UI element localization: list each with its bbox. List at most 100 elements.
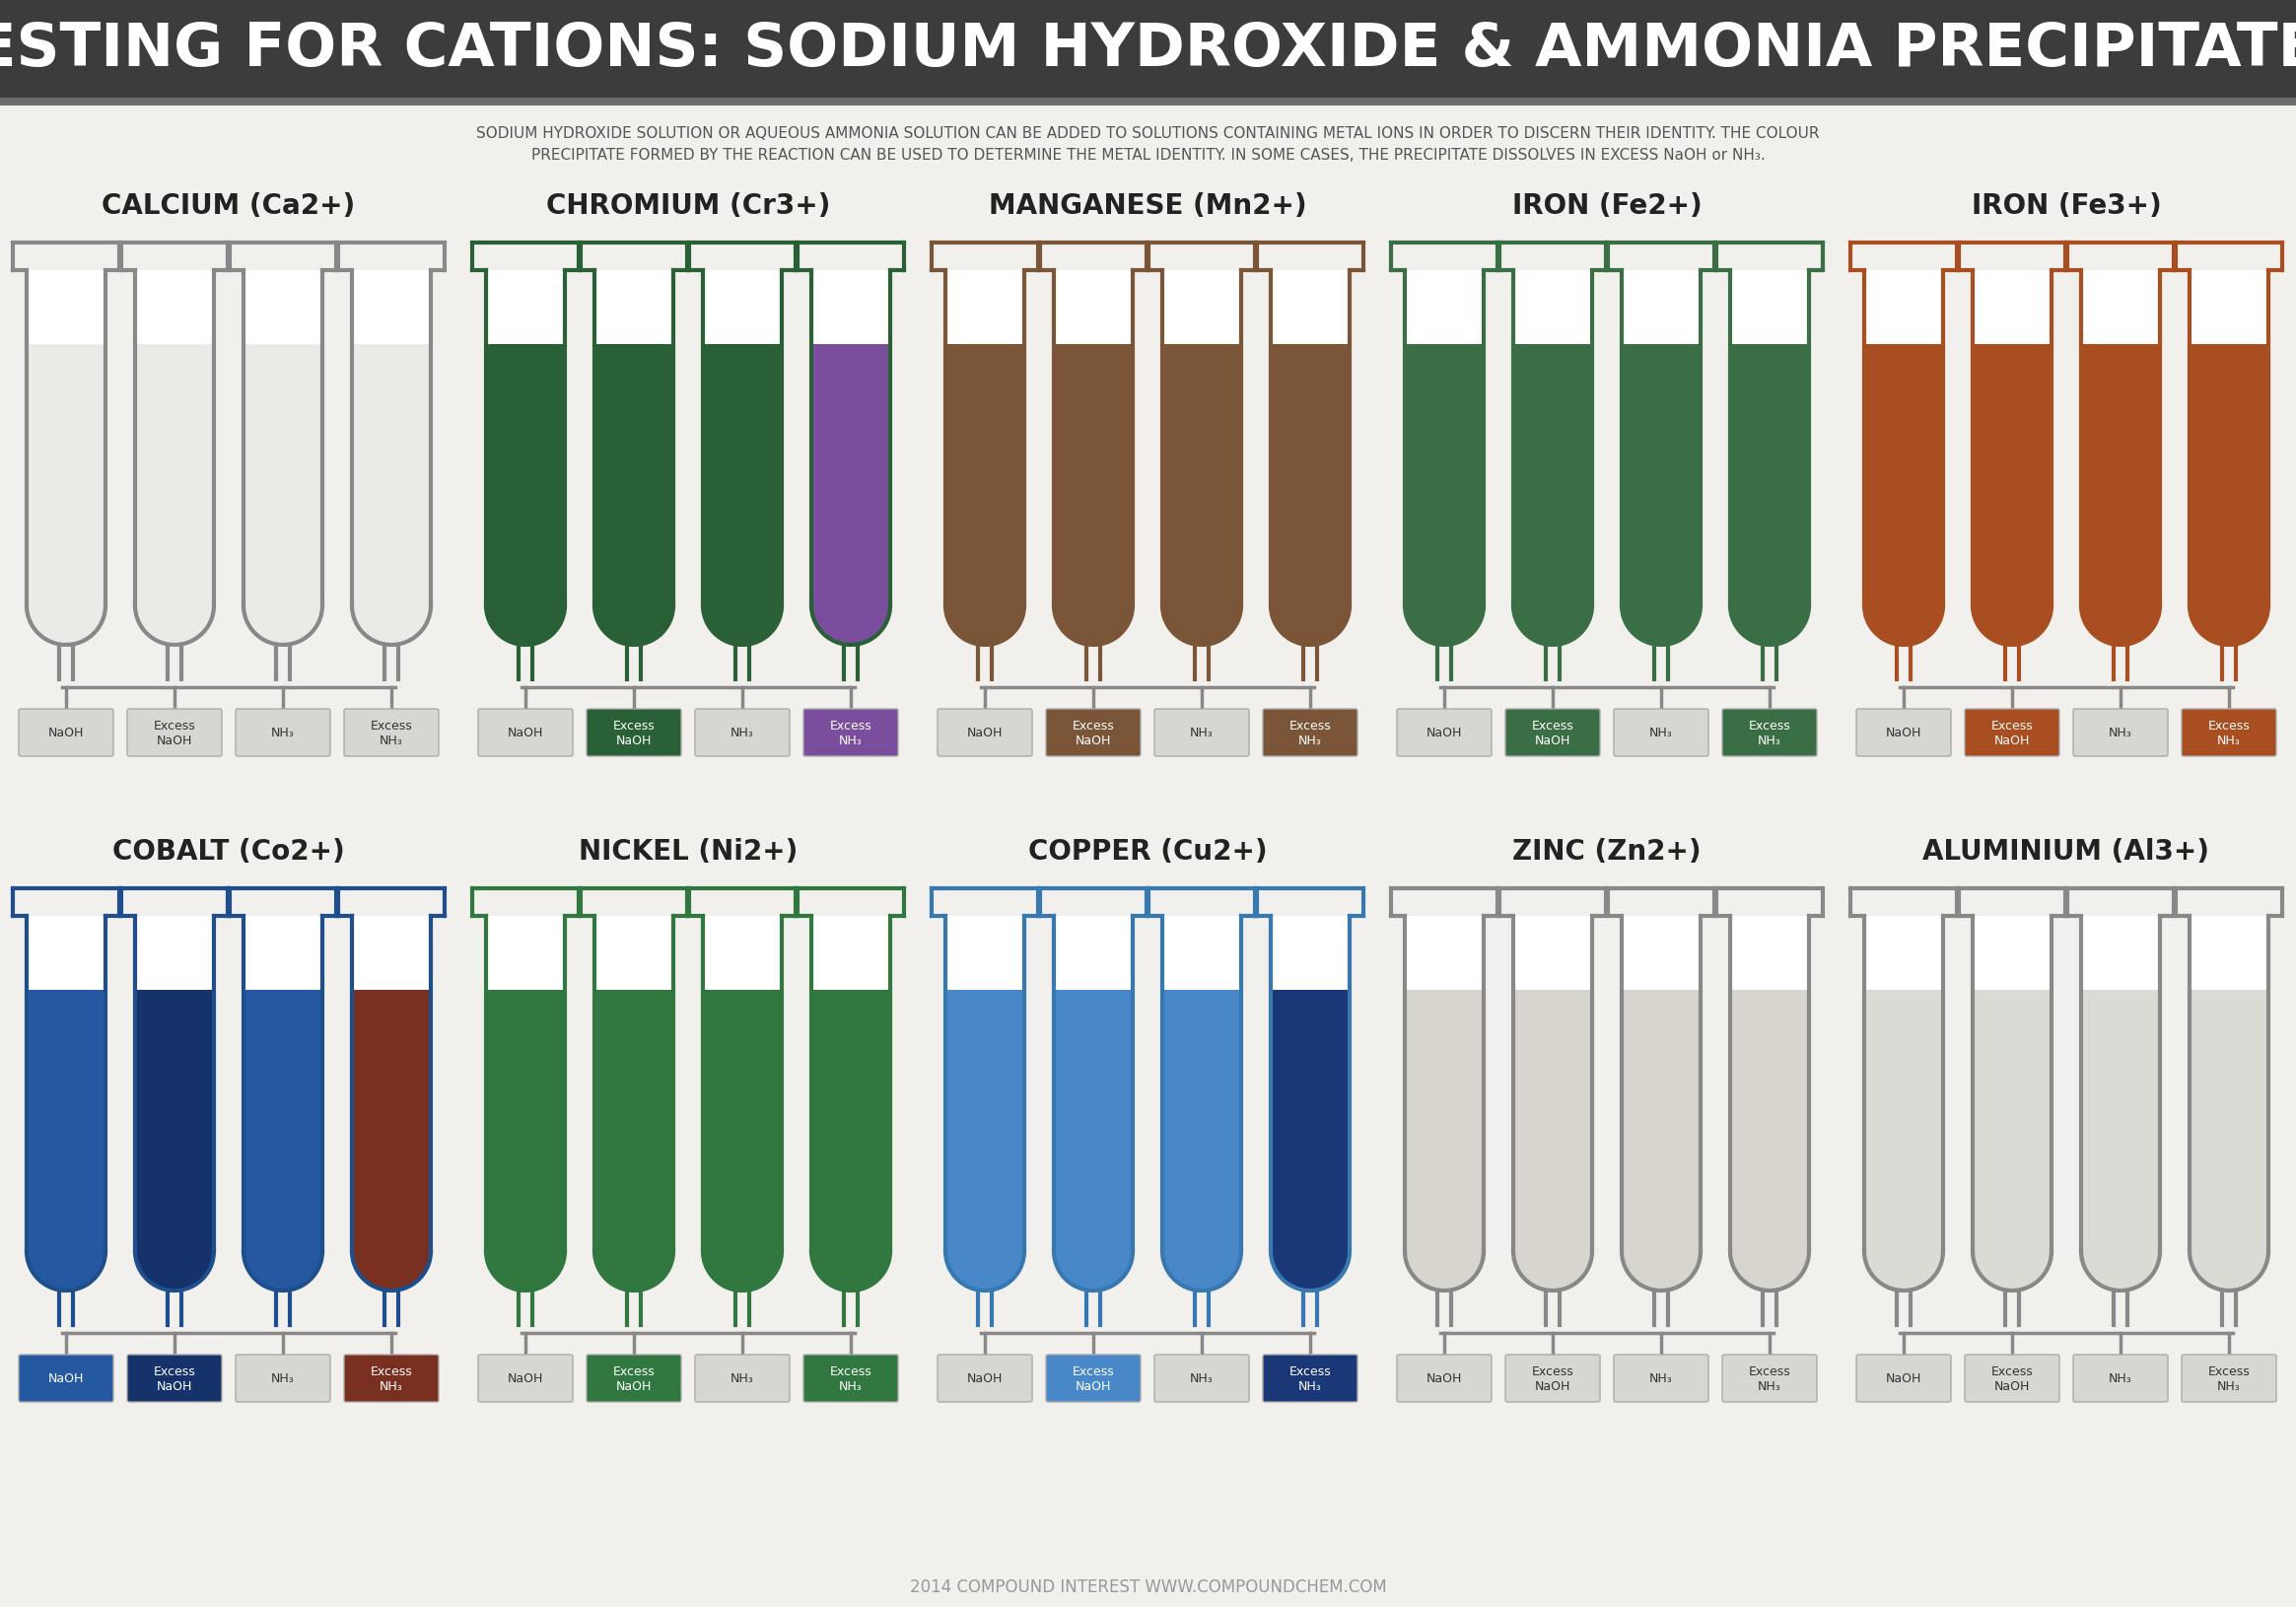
Text: Excess: Excess	[1991, 1364, 2034, 1377]
Polygon shape	[1513, 606, 1591, 646]
Text: Excess: Excess	[829, 718, 872, 731]
FancyBboxPatch shape	[1722, 1355, 1816, 1401]
FancyBboxPatch shape	[1715, 243, 1823, 272]
Text: NaOH: NaOH	[1534, 1380, 1570, 1393]
Text: NH₃: NH₃	[1759, 1380, 1782, 1393]
Polygon shape	[2080, 606, 2161, 646]
FancyBboxPatch shape	[2181, 709, 2275, 757]
FancyBboxPatch shape	[1040, 889, 1148, 916]
Polygon shape	[2080, 1252, 2161, 1290]
Text: NaOH: NaOH	[1995, 734, 2030, 747]
FancyBboxPatch shape	[1047, 1355, 1141, 1401]
FancyBboxPatch shape	[243, 344, 321, 606]
FancyBboxPatch shape	[478, 1355, 572, 1401]
FancyBboxPatch shape	[581, 889, 687, 916]
FancyBboxPatch shape	[1040, 243, 1148, 272]
FancyBboxPatch shape	[595, 272, 673, 606]
Text: NH₃: NH₃	[1300, 1380, 1322, 1393]
Text: Excess: Excess	[829, 1364, 872, 1377]
Polygon shape	[946, 606, 1024, 646]
FancyBboxPatch shape	[1851, 243, 1956, 272]
Polygon shape	[703, 606, 781, 646]
Polygon shape	[1405, 606, 1483, 646]
FancyBboxPatch shape	[1054, 272, 1132, 606]
Polygon shape	[2190, 606, 2268, 646]
Polygon shape	[595, 606, 673, 646]
FancyBboxPatch shape	[1513, 990, 1591, 1252]
Text: Excess: Excess	[613, 718, 654, 731]
Polygon shape	[1162, 606, 1242, 646]
FancyBboxPatch shape	[703, 916, 781, 1252]
Text: NICKEL (Ni2+): NICKEL (Ni2+)	[579, 837, 797, 865]
FancyBboxPatch shape	[1864, 344, 1942, 606]
FancyBboxPatch shape	[1162, 272, 1242, 606]
FancyBboxPatch shape	[135, 272, 214, 606]
FancyBboxPatch shape	[1155, 709, 1249, 757]
Text: 2014 COMPOUND INTEREST WWW.COMPOUNDCHEM.COM: 2014 COMPOUND INTEREST WWW.COMPOUNDCHEM.…	[909, 1578, 1387, 1596]
Polygon shape	[135, 1252, 214, 1290]
FancyBboxPatch shape	[1396, 1355, 1492, 1401]
Polygon shape	[351, 1252, 432, 1290]
FancyBboxPatch shape	[2080, 272, 2161, 606]
FancyBboxPatch shape	[946, 990, 1024, 1252]
Text: Excess: Excess	[1531, 718, 1573, 731]
Text: ALUMINIUM (Al3+): ALUMINIUM (Al3+)	[1922, 837, 2209, 865]
FancyBboxPatch shape	[1965, 1355, 2060, 1401]
FancyBboxPatch shape	[2080, 344, 2161, 606]
Polygon shape	[1270, 1252, 1350, 1290]
Text: NaOH: NaOH	[1534, 734, 1570, 747]
Text: Excess: Excess	[2209, 1364, 2250, 1377]
FancyBboxPatch shape	[351, 344, 432, 606]
FancyBboxPatch shape	[1731, 990, 1809, 1252]
Text: NH₃: NH₃	[379, 734, 404, 747]
Polygon shape	[595, 1252, 673, 1290]
Polygon shape	[135, 1252, 214, 1290]
FancyBboxPatch shape	[1958, 243, 2066, 272]
FancyBboxPatch shape	[135, 344, 214, 606]
FancyBboxPatch shape	[937, 1355, 1033, 1401]
Polygon shape	[1864, 606, 1942, 646]
Text: NH₃: NH₃	[379, 1380, 404, 1393]
FancyBboxPatch shape	[1864, 272, 1942, 606]
Text: ZINC (Zn2+): ZINC (Zn2+)	[1513, 837, 1701, 865]
FancyBboxPatch shape	[2190, 916, 2268, 1252]
FancyBboxPatch shape	[351, 272, 432, 606]
Text: Excess: Excess	[154, 1364, 195, 1377]
Polygon shape	[135, 606, 214, 646]
FancyBboxPatch shape	[810, 916, 891, 1252]
Polygon shape	[1162, 1252, 1242, 1290]
FancyBboxPatch shape	[487, 272, 565, 606]
Text: Excess: Excess	[1288, 718, 1332, 731]
FancyBboxPatch shape	[1405, 990, 1483, 1252]
Text: NaOH: NaOH	[156, 1380, 193, 1393]
FancyBboxPatch shape	[696, 709, 790, 757]
FancyBboxPatch shape	[243, 990, 321, 1252]
Text: SODIUM HYDROXIDE SOLUTION OR AQUEOUS AMMONIA SOLUTION CAN BE ADDED TO SOLUTIONS : SODIUM HYDROXIDE SOLUTION OR AQUEOUS AMM…	[475, 125, 1821, 141]
Text: MANGANESE (Mn2+): MANGANESE (Mn2+)	[990, 193, 1306, 220]
Text: NaOH: NaOH	[507, 1372, 544, 1385]
Text: NaOH: NaOH	[1885, 726, 1922, 739]
Polygon shape	[1162, 606, 1242, 646]
FancyBboxPatch shape	[804, 709, 898, 757]
FancyBboxPatch shape	[2190, 344, 2268, 606]
Text: NaOH: NaOH	[1995, 1380, 2030, 1393]
FancyBboxPatch shape	[122, 889, 227, 916]
FancyBboxPatch shape	[946, 344, 1024, 606]
FancyBboxPatch shape	[1499, 243, 1607, 272]
FancyBboxPatch shape	[595, 344, 673, 606]
FancyBboxPatch shape	[1614, 709, 1708, 757]
Text: CALCIUM (Ca2+): CALCIUM (Ca2+)	[101, 193, 356, 220]
Polygon shape	[351, 606, 432, 646]
FancyBboxPatch shape	[595, 990, 673, 1252]
Text: NH₃: NH₃	[1759, 734, 1782, 747]
Text: NaOH: NaOH	[615, 734, 652, 747]
FancyBboxPatch shape	[585, 709, 682, 757]
FancyBboxPatch shape	[932, 889, 1038, 916]
Polygon shape	[1621, 1252, 1701, 1290]
FancyBboxPatch shape	[1054, 344, 1132, 606]
FancyBboxPatch shape	[2190, 272, 2268, 606]
Text: NaOH: NaOH	[1075, 1380, 1111, 1393]
Text: Excess: Excess	[154, 718, 195, 731]
Polygon shape	[1731, 1252, 1809, 1290]
FancyBboxPatch shape	[487, 990, 565, 1252]
